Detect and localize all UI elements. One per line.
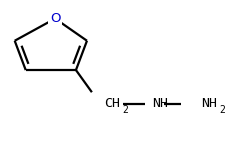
Text: 2: 2: [122, 105, 128, 115]
Text: CH: CH: [104, 97, 120, 110]
Text: 2: 2: [219, 105, 225, 115]
Text: NH: NH: [201, 97, 217, 110]
Text: O: O: [50, 12, 60, 25]
Text: NH: NH: [152, 97, 168, 110]
